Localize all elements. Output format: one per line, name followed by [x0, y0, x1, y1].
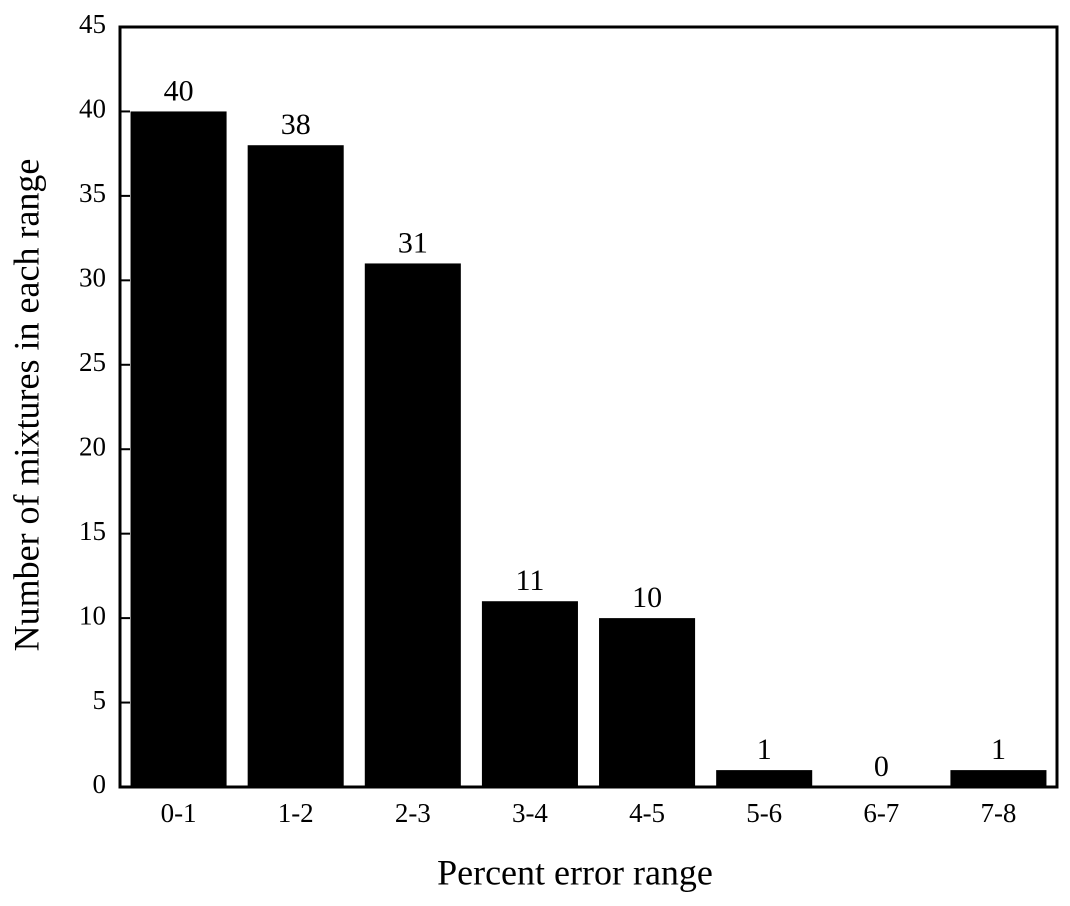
y-tick-label: 30 — [79, 263, 106, 293]
y-axis-title: Number of mixtures in each range — [6, 159, 46, 652]
y-tick-label: 0 — [93, 769, 107, 799]
value-label: 10 — [632, 581, 662, 614]
value-label: 11 — [515, 564, 544, 597]
x-tick-label: 4-5 — [629, 798, 665, 828]
y-tick-label: 20 — [79, 431, 106, 461]
x-tick-label: 0-1 — [161, 798, 197, 828]
x-tick-label: 5-6 — [746, 798, 782, 828]
y-tick-label: 25 — [79, 347, 106, 377]
value-label: 38 — [281, 108, 311, 141]
bar — [599, 618, 696, 787]
y-tick-label: 5 — [93, 685, 107, 715]
value-label: 1 — [991, 733, 1006, 766]
x-tick-label: 6-7 — [863, 798, 899, 828]
bar — [130, 111, 227, 787]
value-label: 31 — [398, 226, 428, 259]
y-tick-label: 35 — [79, 178, 106, 208]
x-axis-title: Percent error range — [437, 852, 713, 892]
bar — [950, 770, 1047, 787]
bar — [716, 770, 813, 787]
y-tick-label: 45 — [79, 9, 106, 39]
x-tick-label: 7-8 — [980, 798, 1016, 828]
y-tick-label: 40 — [79, 94, 106, 124]
y-tick-label: 15 — [79, 516, 106, 546]
bar — [364, 263, 461, 787]
value-label: 1 — [757, 733, 772, 766]
x-tick-label: 3-4 — [512, 798, 548, 828]
y-tick-label: 10 — [79, 600, 106, 630]
value-label: 40 — [164, 74, 194, 107]
bar — [481, 601, 578, 787]
plot-frame — [118, 25, 1059, 789]
x-tick-label: 2-3 — [395, 798, 431, 828]
value-label: 0 — [874, 750, 889, 783]
x-tick-label: 1-2 — [278, 798, 314, 828]
bar — [247, 145, 344, 787]
